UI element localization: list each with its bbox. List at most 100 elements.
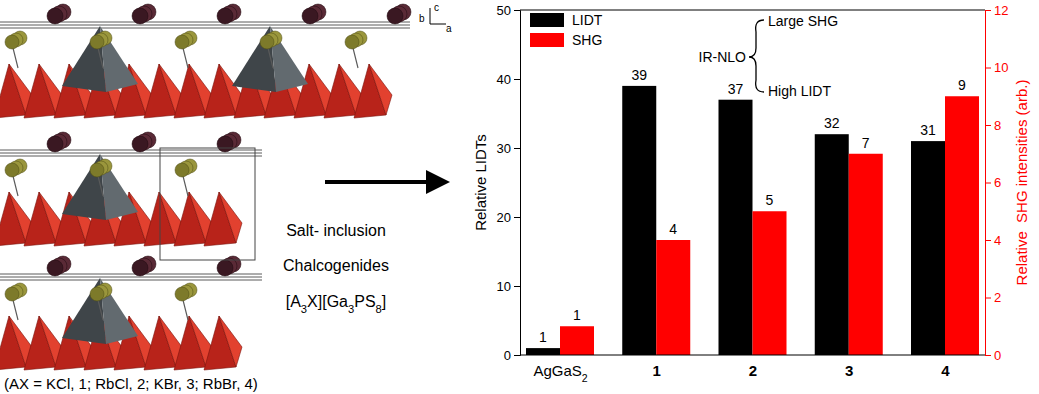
- y-tick-label: 0: [504, 348, 511, 363]
- p-s-tetrahedron: [232, 26, 276, 92]
- halide-atom: [175, 287, 189, 301]
- y2-tick-mark: [985, 68, 991, 69]
- bond: [0, 156, 262, 157]
- p-s-tetrahedron: [62, 26, 106, 92]
- crystal-axis-label: a: [446, 23, 452, 34]
- y-axis-title: Relative LIDTs: [472, 134, 489, 231]
- y2-tick-mark: [985, 125, 991, 126]
- annotation-text: Large SHG: [768, 13, 838, 29]
- brace: [749, 20, 764, 92]
- x-tick-label: 2: [749, 362, 757, 379]
- data-label: 32: [824, 115, 840, 131]
- structure-layer: [0, 256, 262, 370]
- y2-axis: 024681012: [985, 3, 1008, 363]
- y2-tick-label: 12: [994, 3, 1008, 18]
- halide-atom: [345, 35, 359, 49]
- alkali-atom: [302, 8, 318, 24]
- data-label: 9: [958, 77, 966, 93]
- crystal-axes: bca: [419, 2, 452, 34]
- data-label: 7: [862, 135, 870, 151]
- annotation-text: IR-NLO: [699, 49, 747, 65]
- y2-tick-mark: [985, 10, 991, 11]
- structure-diagram: bca Salt- inclusion Chalcogenides [A3X][Ga3…: [0, 2, 452, 392]
- y2-tick-label: 6: [994, 175, 1001, 190]
- y-tick-label: 30: [497, 141, 511, 156]
- halide-atom: [90, 35, 104, 49]
- unit-cell: [160, 148, 255, 260]
- subscript: 2: [582, 372, 588, 384]
- bond: [0, 25, 410, 26]
- y-tick-mark: [514, 79, 520, 80]
- data-label: 5: [766, 192, 774, 208]
- y2-tick-label: 4: [994, 233, 1001, 248]
- alkali-atom: [47, 260, 63, 276]
- caption: Salt- inclusion: [286, 222, 386, 239]
- x-tick: 2: [749, 355, 757, 379]
- p-s-tetrahedron: [62, 278, 106, 344]
- x-tick-label: 1: [653, 362, 661, 379]
- y2-tick-label: 2: [994, 290, 1001, 305]
- data-labels: 13937323114579: [539, 67, 966, 345]
- data-label: 1: [539, 329, 547, 345]
- text-run: 1: [653, 362, 661, 379]
- y2-tick: 6: [985, 175, 1001, 190]
- frame-top: [520, 10, 985, 11]
- y2-tick-label: 0: [994, 348, 1001, 363]
- bar: [911, 141, 945, 355]
- bars: [526, 86, 979, 355]
- text-run: X][Ga: [307, 293, 348, 310]
- caption: [A3X][Ga3PS8]: [286, 293, 387, 315]
- y-tick-mark: [514, 355, 520, 356]
- p-s-tetrahedron: [62, 154, 106, 220]
- halide-atom: [90, 287, 104, 301]
- legend-swatch: [530, 33, 564, 47]
- text-run: AgGaS: [533, 362, 581, 379]
- legend-label: SHG: [572, 32, 602, 48]
- frame-bottom: [520, 355, 985, 356]
- y-tick: 20: [497, 210, 520, 225]
- alkali-atom: [47, 8, 63, 24]
- y-tick-mark: [514, 286, 520, 287]
- alkali-atom: [132, 260, 148, 276]
- halide-atom: [90, 163, 104, 177]
- bar: [560, 326, 594, 355]
- bar: [849, 154, 883, 355]
- y2-tick-mark: [985, 355, 991, 356]
- bar: [815, 134, 849, 355]
- alkali-atom: [217, 260, 233, 276]
- y2-tick: 12: [985, 3, 1008, 18]
- structure-layer: [0, 4, 411, 118]
- halide-atom: [5, 163, 19, 177]
- text-run: Chalcogenides: [283, 257, 389, 274]
- bar: [719, 100, 753, 355]
- x-tick-label: 4: [941, 362, 950, 379]
- text-run: 4: [941, 362, 950, 379]
- axis-arrow: [430, 8, 431, 24]
- x-tick-label: AgGaS2: [533, 362, 587, 384]
- legend-label: LIDT: [572, 12, 603, 28]
- bar: [622, 86, 656, 355]
- y2-axis-line: [986, 11, 992, 356]
- y2-tick-mark: [985, 298, 991, 299]
- annotation-text: High LIDT: [768, 83, 831, 99]
- y-axis-line: [514, 11, 521, 356]
- chart: 1393732311457901020304050024681012AgGaS2…: [472, 3, 1030, 384]
- data-label: 1: [573, 307, 581, 323]
- x-axis: AgGaS21234: [533, 355, 950, 384]
- data-label: 4: [669, 221, 677, 237]
- y2-tick: 8: [985, 118, 1001, 133]
- crystal-axis-label: c: [434, 2, 439, 13]
- y-tick-label: 50: [497, 3, 511, 18]
- data-label: 31: [920, 122, 936, 138]
- y2-tick-mark: [985, 240, 991, 241]
- halide-atom: [260, 35, 274, 49]
- axis-arrow: [430, 24, 446, 25]
- x-tick: 1: [653, 355, 661, 379]
- y2-tick-mark: [985, 183, 991, 184]
- y-tick-mark: [514, 217, 520, 218]
- text-run: 2: [749, 362, 757, 379]
- bond: [0, 277, 262, 278]
- halide-atom: [175, 163, 189, 177]
- text-run: 3: [845, 362, 853, 379]
- alkali-atom: [387, 8, 403, 24]
